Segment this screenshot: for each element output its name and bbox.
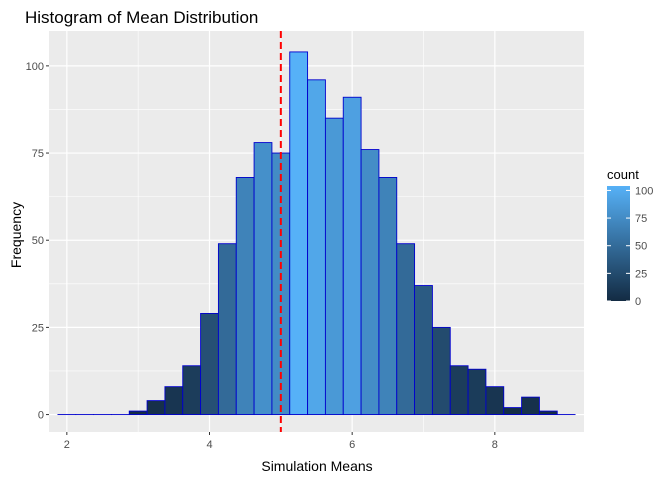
histogram-bar (200, 312, 219, 416)
histogram-bar (485, 386, 505, 416)
x-axis-ticks: 2 4 6 8 (64, 432, 498, 451)
y-axis-title: Frequency (8, 202, 24, 268)
histogram-bar (342, 96, 362, 416)
histogram-bar (164, 386, 184, 416)
legend-title: count (607, 167, 639, 182)
histogram-bar (378, 177, 398, 416)
histogram-bar (324, 117, 344, 416)
legend-label: 0 (635, 296, 641, 308)
histogram-bar (538, 410, 558, 416)
histogram-bar (431, 326, 451, 416)
legend-colorbar (607, 186, 630, 301)
histogram-bar (128, 410, 148, 416)
y-tick-label: 25 (32, 322, 44, 334)
x-tick-label: 8 (492, 439, 498, 451)
histogram-bar (146, 400, 166, 416)
histogram-bar (503, 407, 523, 416)
histogram-bar (449, 365, 469, 416)
histogram-bar (253, 142, 273, 416)
histogram-bar (217, 243, 237, 416)
x-tick-label: 6 (349, 439, 355, 451)
histogram-bar (414, 285, 433, 416)
legend-label: 50 (635, 241, 647, 253)
legend-ticks: 100 75 50 25 0 (607, 185, 653, 308)
histogram-bar (360, 149, 380, 416)
histogram-bar (182, 365, 202, 416)
chart-title: Histogram of Mean Distribution (25, 8, 258, 27)
x-tick-label: 2 (64, 439, 70, 451)
y-tick-label: 0 (38, 410, 44, 422)
histogram-bar (467, 368, 487, 416)
legend: count 100 75 50 25 0 (607, 167, 653, 308)
histogram-bar (396, 243, 416, 416)
histogram-bar (307, 79, 326, 416)
legend-label: 25 (635, 268, 647, 280)
legend-label: 100 (635, 185, 653, 197)
y-axis-ticks: 0 25 50 75 100 (26, 61, 49, 422)
legend-label: 75 (635, 213, 647, 225)
histogram-bars (57, 51, 576, 416)
y-tick-label: 100 (26, 61, 44, 73)
x-tick-label: 4 (206, 439, 212, 451)
histogram-bar (235, 177, 255, 416)
histogram-bar (521, 396, 540, 416)
y-tick-label: 50 (32, 235, 44, 247)
x-axis-title: Simulation Means (261, 458, 372, 474)
y-tick-label: 75 (32, 148, 44, 160)
histogram-bar (289, 51, 309, 416)
